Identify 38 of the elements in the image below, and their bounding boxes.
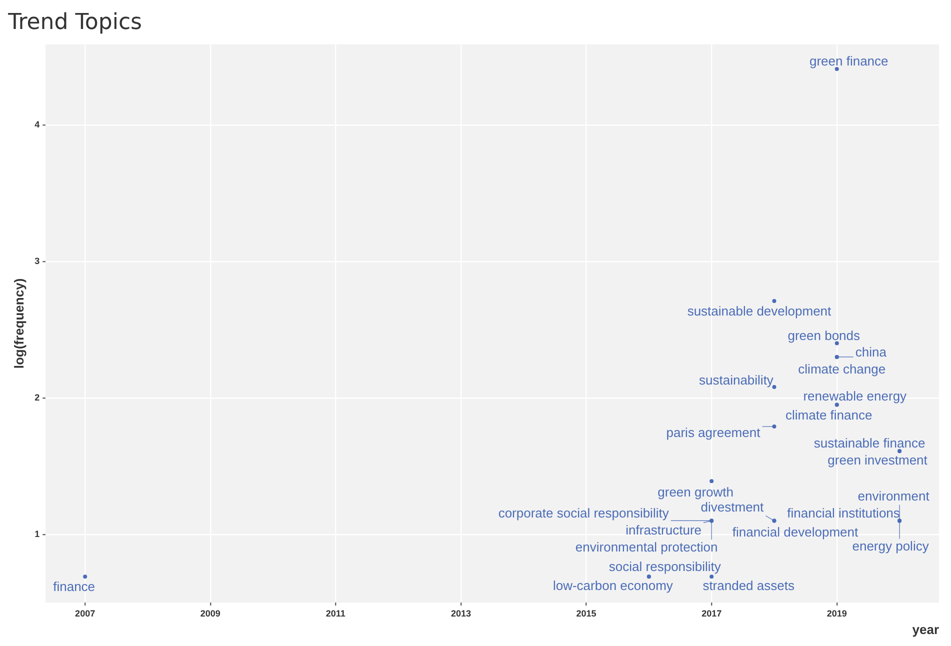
data-label: green bonds (788, 328, 861, 343)
y-tick-label: 2 (34, 392, 40, 402)
data-label: social responsibility (608, 559, 722, 574)
data-label: sustainable finance (814, 436, 926, 451)
data-label: climate change (798, 362, 886, 377)
y-tick-label: 1 (34, 528, 40, 539)
data-label: china (855, 344, 888, 360)
data-label: green investment (828, 452, 928, 468)
data-label: paris agreement (666, 425, 761, 440)
x-tick-label: 2011 (326, 608, 346, 618)
data-label: green finance (809, 54, 888, 69)
x-tick-label: 2015 (576, 608, 596, 618)
x-tick-label: 2017 (702, 608, 722, 618)
x-tick-label: 2013 (450, 608, 471, 618)
y-tick-label: 3 (34, 256, 40, 266)
data-label: divestment (700, 499, 764, 514)
data-label: finance (53, 579, 96, 594)
data-label: stranded assets (702, 578, 795, 594)
y-axis-title: log(frequency) (11, 278, 26, 369)
data-label: financial development (732, 524, 858, 540)
data-label: energy policy (852, 538, 930, 554)
data-label: infrastructure (626, 522, 702, 538)
x-tick-label: 2009 (200, 608, 220, 618)
data-label: renewable energy (803, 388, 908, 404)
x-tick-label: 2007 (75, 608, 96, 618)
data-label: environmental protection (575, 539, 718, 554)
chart-title: Trend Topics (7, 10, 142, 35)
data-label: corporate social responsibility (498, 505, 670, 520)
x-tick-label: 2019 (826, 608, 847, 618)
data-label: green growth (658, 484, 734, 500)
data-label: sustainability (699, 372, 774, 388)
data-label: low-carbon economy (552, 578, 674, 594)
data-label: climate finance (786, 407, 872, 422)
x-axis-title: year (912, 622, 939, 637)
y-tick-label: 4 (34, 119, 40, 130)
data-label: sustainable development (687, 304, 832, 319)
data-label: financial institutions (787, 505, 900, 520)
data-label: environment (858, 488, 930, 504)
